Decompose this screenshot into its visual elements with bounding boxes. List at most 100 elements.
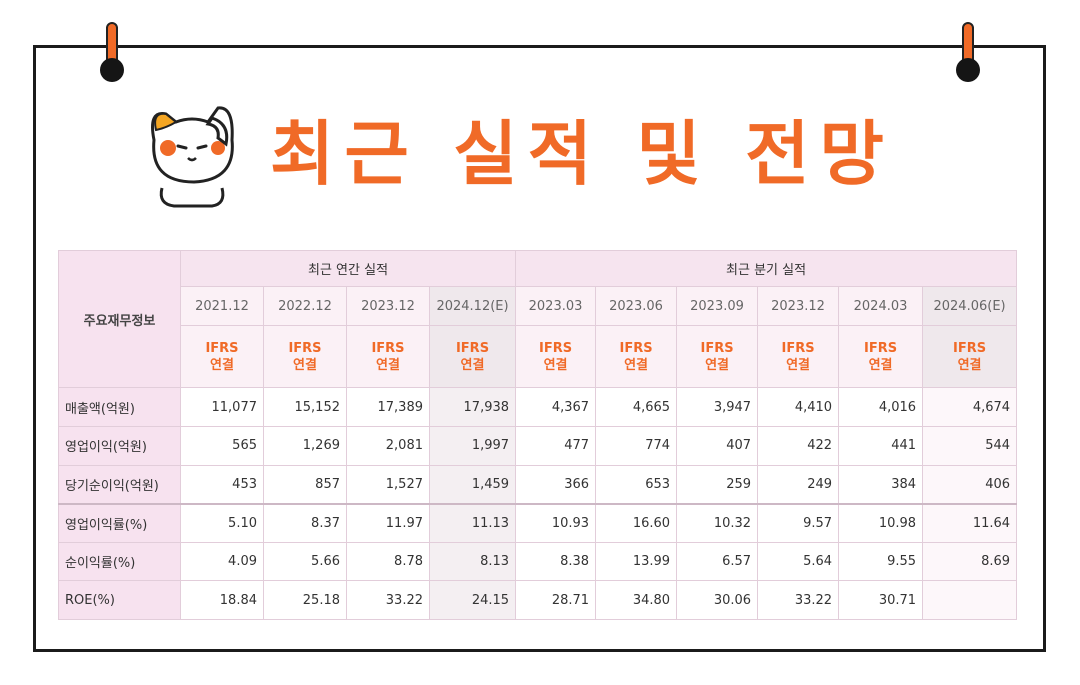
cell-value: 1,997 bbox=[428, 425, 517, 466]
cell-value: 407 bbox=[676, 425, 759, 466]
cell-value: 8.38 bbox=[515, 541, 597, 582]
row-label: 순이익률(%) bbox=[58, 541, 181, 582]
period-header: 2022.12 bbox=[263, 286, 347, 327]
cell-value: 422 bbox=[757, 425, 840, 466]
table-row: 매출액(억원) 11,077 15,152 17,389 17,938 4,36… bbox=[58, 387, 1018, 427]
cell-value: 857 bbox=[263, 464, 347, 505]
financial-table: 주요재무정보 최근 연간 실적 최근 분기 실적 2021.12 2022.12… bbox=[58, 249, 1018, 620]
cell-value: 11.97 bbox=[346, 502, 430, 543]
cell-value: 1,269 bbox=[263, 425, 347, 466]
cell-value: 2,081 bbox=[346, 425, 430, 466]
table-row: 영업이익률(%) 5.10 8.37 11.97 11.13 10.93 16.… bbox=[58, 502, 1018, 543]
accounting-basis: IFRS 연결 bbox=[676, 325, 759, 389]
cell-value: 11.64 bbox=[922, 502, 1018, 543]
cell-value: 8.13 bbox=[428, 541, 517, 582]
cell-value: 259 bbox=[676, 464, 759, 505]
cell-value: 477 bbox=[515, 425, 597, 466]
cell-value: 384 bbox=[838, 464, 924, 505]
cell-value: 653 bbox=[595, 464, 678, 505]
cell-value: 8.69 bbox=[922, 541, 1018, 582]
cell-value: 18.84 bbox=[180, 580, 264, 620]
cell-value: 1,527 bbox=[346, 464, 430, 505]
cell-value: 4,665 bbox=[595, 387, 678, 427]
cell-value: 4.09 bbox=[180, 541, 264, 582]
period-header: 2024.06(E) bbox=[922, 286, 1018, 327]
period-header: 2023.06 bbox=[595, 286, 678, 327]
cell-value: 24.15 bbox=[428, 580, 517, 620]
cell-value: 11.13 bbox=[428, 502, 517, 543]
table-row: 당기순이익(억원) 453 857 1,527 1,459 366 653 25… bbox=[58, 464, 1018, 505]
cell-value: 11,077 bbox=[180, 387, 264, 427]
cell-value: 30.06 bbox=[676, 580, 759, 620]
cell-value: 33.22 bbox=[757, 580, 840, 620]
cell-value: 9.57 bbox=[757, 502, 840, 543]
cell-value: 249 bbox=[757, 464, 840, 505]
table-row: 순이익률(%) 4.09 5.66 8.78 8.13 8.38 13.99 6… bbox=[58, 541, 1018, 582]
cat-mascot-icon bbox=[151, 106, 234, 208]
cell-value: 4,674 bbox=[922, 387, 1018, 427]
row-label: 당기순이익(억원) bbox=[58, 464, 181, 505]
cell-value bbox=[922, 580, 1018, 620]
accounting-basis: IFRS 연결 bbox=[180, 325, 264, 389]
cell-value: 13.99 bbox=[595, 541, 678, 582]
accounting-basis: IFRS 연결 bbox=[838, 325, 924, 389]
group-annual-header: 최근 연간 실적 bbox=[179, 249, 517, 288]
cell-value: 453 bbox=[180, 464, 264, 505]
cell-value: 406 bbox=[922, 464, 1018, 505]
group-quarter-header: 최근 분기 실적 bbox=[515, 249, 1018, 288]
cell-value: 774 bbox=[595, 425, 678, 466]
cell-value: 8.78 bbox=[346, 541, 430, 582]
cell-value: 366 bbox=[515, 464, 597, 505]
ring-right bbox=[956, 58, 980, 82]
cell-value: 5.10 bbox=[180, 502, 264, 543]
accounting-basis: IFRS 연결 bbox=[428, 325, 517, 389]
cell-value: 28.71 bbox=[515, 580, 597, 620]
cell-value: 15,152 bbox=[263, 387, 347, 427]
cell-value: 33.22 bbox=[346, 580, 430, 620]
cell-value: 1,459 bbox=[428, 464, 517, 505]
cell-value: 9.55 bbox=[838, 541, 924, 582]
cell-value: 441 bbox=[838, 425, 924, 466]
period-header: 2024.03 bbox=[838, 286, 924, 327]
period-header: 2023.12 bbox=[757, 286, 840, 327]
row-label: 매출액(억원) bbox=[58, 387, 181, 427]
cell-value: 565 bbox=[180, 425, 264, 466]
row-label: 영업이익(억원) bbox=[58, 425, 181, 466]
cell-value: 25.18 bbox=[263, 580, 347, 620]
page-title: 최근 실적 및 전망 bbox=[270, 113, 894, 195]
period-header: 2024.12(E) bbox=[428, 286, 517, 327]
cell-value: 17,389 bbox=[346, 387, 430, 427]
cell-value: 8.37 bbox=[263, 502, 347, 543]
accounting-basis: IFRS 연결 bbox=[263, 325, 347, 389]
accounting-basis: IFRS 연결 bbox=[922, 325, 1018, 389]
cell-value: 6.57 bbox=[676, 541, 759, 582]
cell-value: 10.32 bbox=[676, 502, 759, 543]
cell-value: 4,410 bbox=[757, 387, 840, 427]
period-header: 2023.09 bbox=[676, 286, 759, 327]
cell-value: 16.60 bbox=[595, 502, 678, 543]
period-header: 2023.12 bbox=[346, 286, 430, 327]
row-label: 영업이익률(%) bbox=[58, 502, 181, 543]
cell-value: 4,016 bbox=[838, 387, 924, 427]
period-header: 2021.12 bbox=[180, 286, 264, 327]
cell-value: 10.98 bbox=[838, 502, 924, 543]
accounting-basis: IFRS 연결 bbox=[757, 325, 840, 389]
period-header: 2023.03 bbox=[515, 286, 597, 327]
cell-value: 34.80 bbox=[595, 580, 678, 620]
ring-left bbox=[100, 58, 124, 82]
cell-value: 10.93 bbox=[515, 502, 597, 543]
cell-value: 544 bbox=[922, 425, 1018, 466]
corner-label: 주요재무정보 bbox=[58, 249, 181, 389]
row-label: ROE(%) bbox=[58, 580, 181, 620]
table-row: ROE(%) 18.84 25.18 33.22 24.15 28.71 34.… bbox=[58, 580, 1018, 620]
cell-value: 30.71 bbox=[838, 580, 924, 620]
accounting-basis: IFRS 연결 bbox=[346, 325, 430, 389]
cell-value: 5.66 bbox=[263, 541, 347, 582]
table-row: 영업이익(억원) 565 1,269 2,081 1,997 477 774 4… bbox=[58, 425, 1018, 466]
accounting-basis: IFRS 연결 bbox=[595, 325, 678, 389]
accounting-basis: IFRS 연결 bbox=[515, 325, 597, 389]
cell-value: 4,367 bbox=[515, 387, 597, 427]
cell-value: 5.64 bbox=[757, 541, 840, 582]
cell-value: 17,938 bbox=[428, 387, 517, 427]
cell-value: 3,947 bbox=[676, 387, 759, 427]
